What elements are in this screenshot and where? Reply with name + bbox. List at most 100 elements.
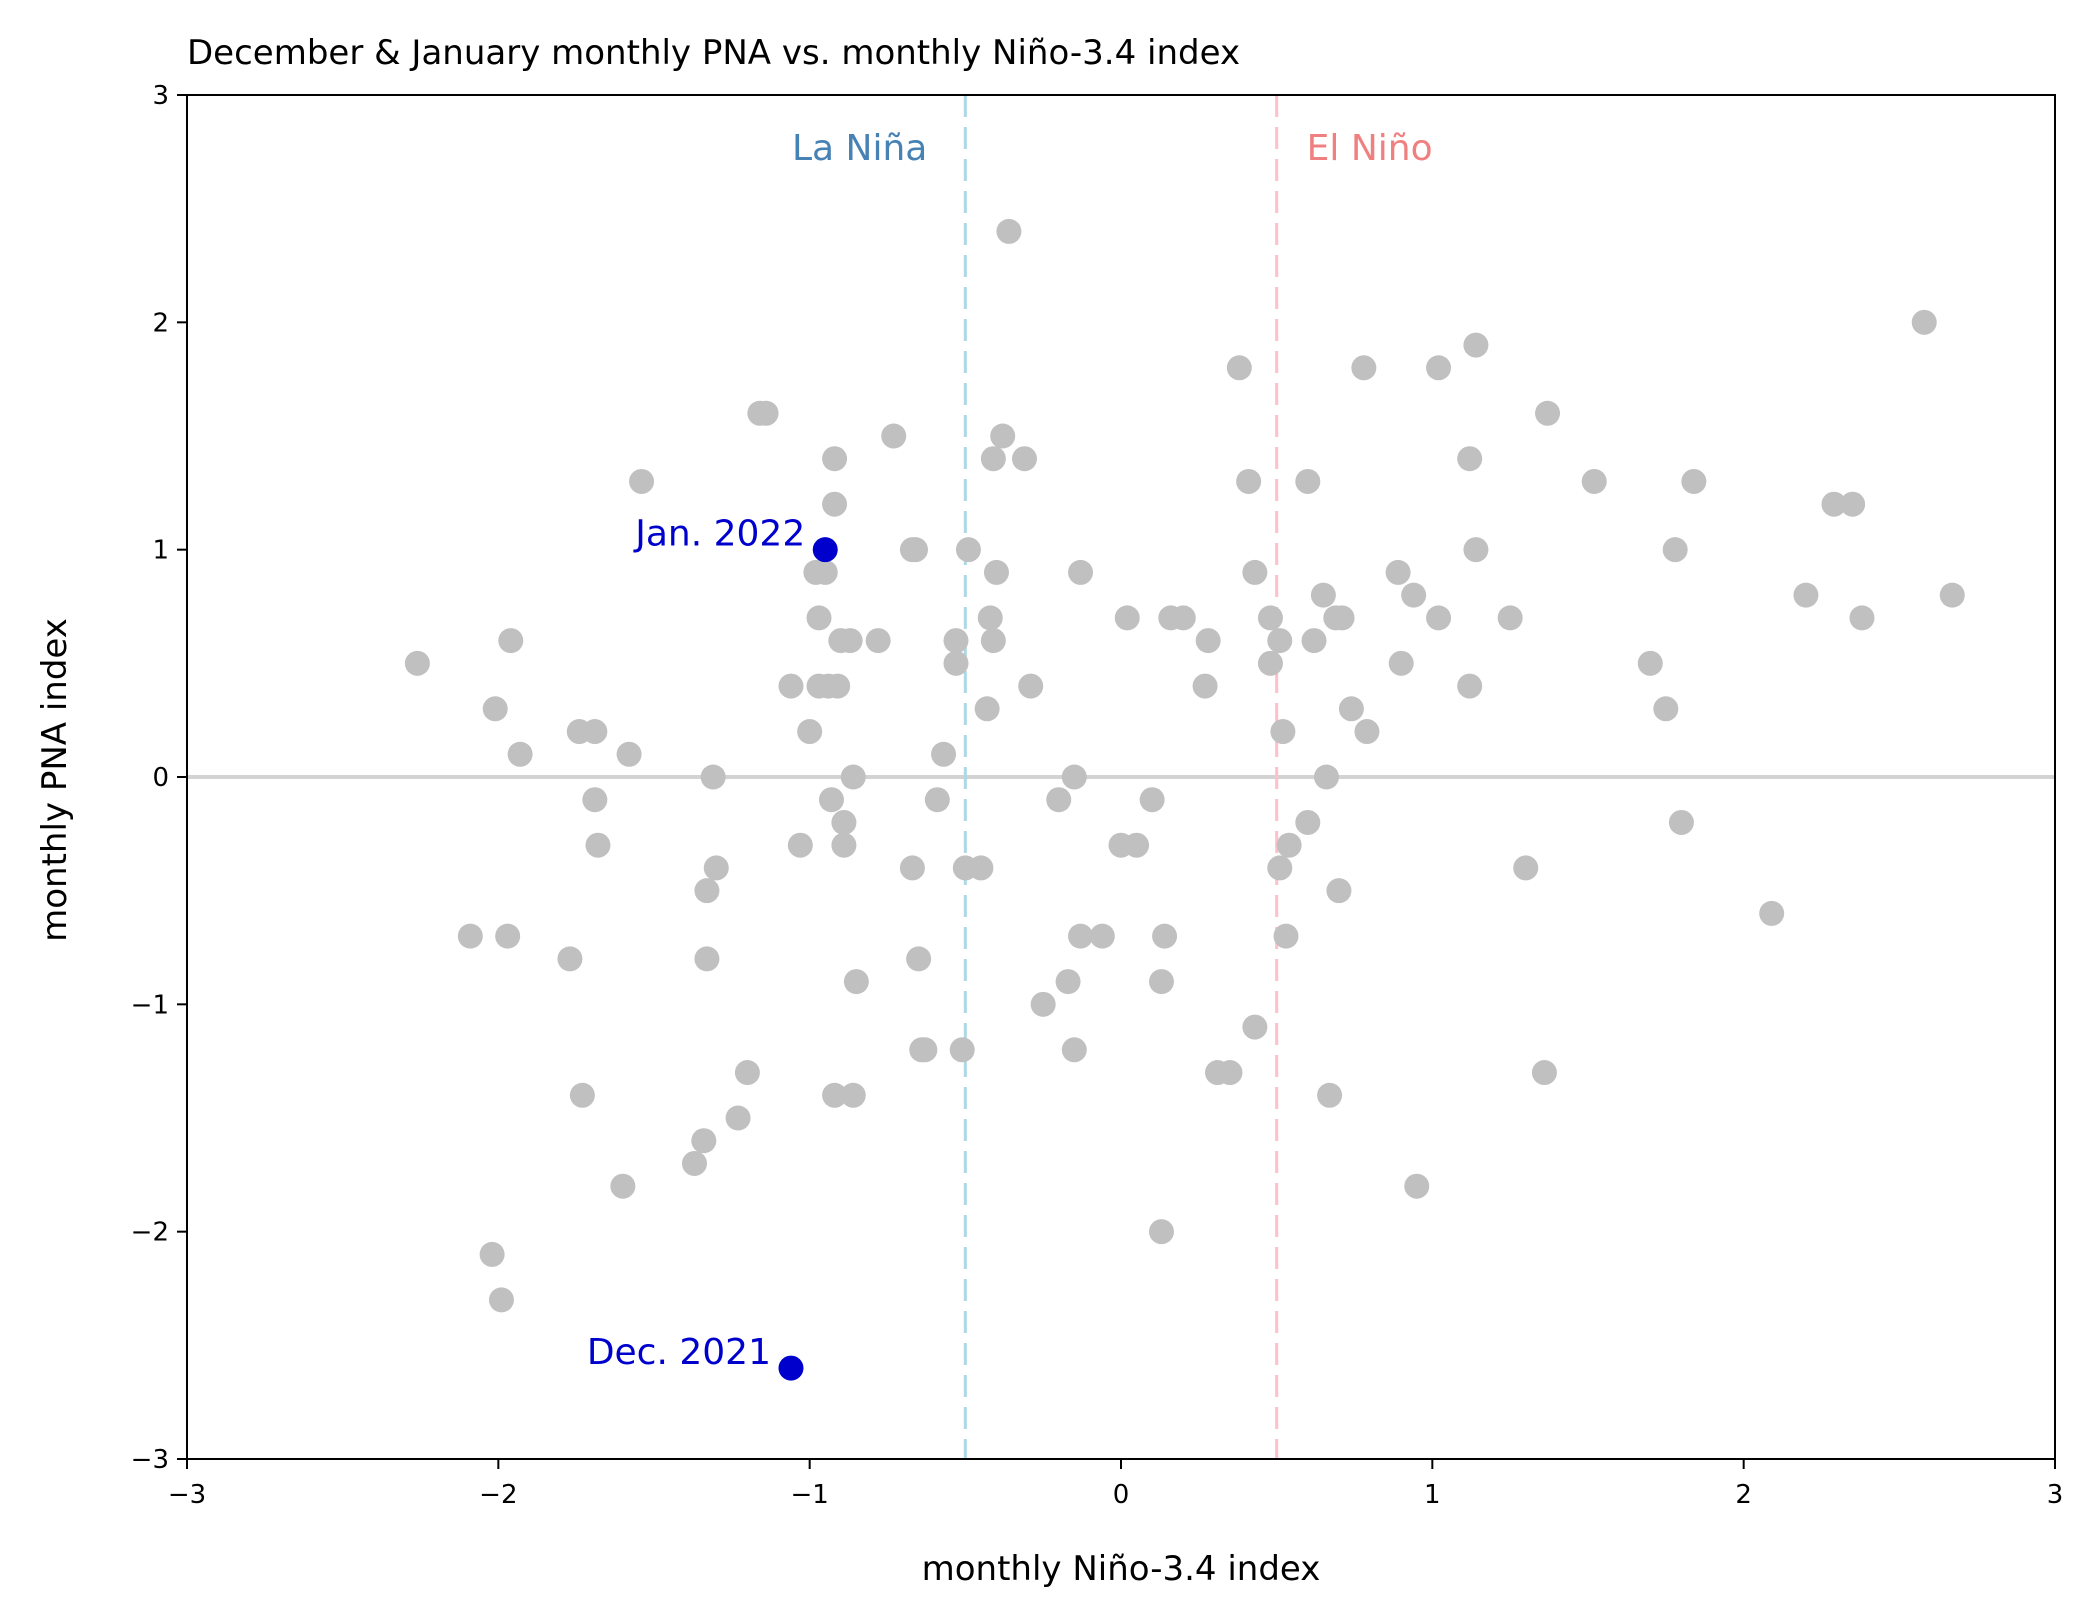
data-point-85 — [1148, 1219, 1174, 1245]
data-point-106 — [1301, 628, 1327, 654]
data-point-117 — [1388, 650, 1414, 676]
data-point-93 — [1226, 355, 1252, 381]
data-point-55 — [924, 787, 950, 813]
data-point-129 — [1535, 400, 1561, 426]
data-point-127 — [1513, 855, 1539, 881]
data-point-139 — [1840, 491, 1866, 517]
data-point-11 — [582, 719, 608, 745]
data-point-45 — [840, 1082, 866, 1108]
data-point-64 — [977, 605, 1003, 631]
data-point-86 — [1152, 923, 1178, 949]
data-point-66 — [980, 446, 1006, 472]
data-point-4 — [488, 1287, 514, 1313]
data-point-20 — [694, 946, 720, 972]
data-point-48 — [881, 423, 907, 449]
data-point-124 — [1463, 537, 1489, 563]
data-point-111 — [1326, 878, 1352, 904]
data-point-63 — [974, 696, 1000, 722]
data-point-107 — [1310, 582, 1336, 608]
data-point-96 — [1242, 1014, 1268, 1040]
data-point-88 — [1170, 605, 1196, 631]
data-point-0 — [404, 650, 430, 676]
data-point-70 — [1011, 446, 1037, 472]
data-point-138 — [1821, 491, 1847, 517]
data-point-140 — [1849, 605, 1875, 631]
x-tick-label-3: 0 — [1113, 1480, 1130, 1510]
data-point-2 — [479, 1241, 505, 1267]
x-axis-label: monthly Niño-3.4 index — [922, 1549, 1321, 1589]
data-point-51 — [903, 537, 929, 563]
data-point-142 — [1939, 582, 1965, 608]
data-point-112 — [1329, 605, 1355, 631]
data-point-97 — [1257, 605, 1283, 631]
data-point-73 — [1046, 787, 1072, 813]
data-point-56 — [931, 741, 957, 767]
data-point-8 — [557, 946, 583, 972]
data-point-26 — [753, 400, 779, 426]
data-point-62 — [968, 855, 994, 881]
data-point-131 — [1637, 650, 1663, 676]
data-point-13 — [585, 832, 611, 858]
y-tick-label-3: 0 — [152, 763, 169, 793]
data-point-101 — [1270, 719, 1296, 745]
data-point-19 — [694, 878, 720, 904]
data-point-126 — [1497, 605, 1523, 631]
data-point-23 — [725, 1105, 751, 1131]
data-point-47 — [865, 628, 891, 654]
data-point-3 — [482, 696, 508, 722]
y-tick-label-2: −1 — [131, 990, 169, 1020]
data-point-5 — [495, 923, 521, 949]
chart-title: December & January monthly PNA vs. month… — [187, 33, 1240, 73]
data-point-105 — [1295, 468, 1321, 494]
data-point-81 — [1114, 605, 1140, 631]
data-point-135 — [1681, 468, 1707, 494]
data-point-52 — [906, 946, 932, 972]
data-point-79 — [1089, 923, 1115, 949]
data-point-58 — [943, 628, 969, 654]
x-tick-label-6: 3 — [2047, 1480, 2064, 1510]
data-point-28 — [787, 832, 813, 858]
data-point-27 — [778, 673, 804, 699]
data-point-61 — [955, 537, 981, 563]
data-point-120 — [1426, 605, 1452, 631]
highlighted-point-0 — [812, 537, 838, 563]
data-point-22 — [703, 855, 729, 881]
data-point-137 — [1793, 582, 1819, 608]
data-point-115 — [1354, 719, 1380, 745]
data-point-78 — [1068, 559, 1094, 585]
data-point-130 — [1581, 468, 1607, 494]
data-point-89 — [1192, 673, 1218, 699]
data-point-94 — [1236, 468, 1262, 494]
data-point-6 — [498, 628, 524, 654]
data-point-18 — [691, 1128, 717, 1154]
y-tick-label-6: 3 — [152, 81, 169, 111]
data-point-36 — [822, 446, 848, 472]
data-point-54 — [912, 1037, 938, 1063]
data-point-134 — [1668, 809, 1694, 835]
data-point-29 — [797, 719, 823, 745]
data-point-74 — [1055, 969, 1081, 995]
data-point-72 — [1030, 991, 1056, 1017]
data-point-102 — [1273, 923, 1299, 949]
data-point-75 — [1061, 1037, 1087, 1063]
data-point-68 — [990, 423, 1016, 449]
data-point-39 — [825, 673, 851, 699]
x-tick-label-0: −3 — [168, 1480, 206, 1510]
data-point-43 — [837, 628, 863, 654]
data-point-114 — [1351, 355, 1377, 381]
data-point-57 — [943, 650, 969, 676]
data-point-32 — [806, 605, 832, 631]
data-point-21 — [700, 764, 726, 790]
data-point-69 — [996, 218, 1022, 244]
data-point-84 — [1148, 969, 1174, 995]
data-point-77 — [1068, 923, 1094, 949]
data-point-59 — [949, 1037, 975, 1063]
data-point-44 — [840, 764, 866, 790]
data-point-35 — [818, 787, 844, 813]
data-point-128 — [1531, 1060, 1557, 1086]
data-point-82 — [1124, 832, 1150, 858]
data-point-76 — [1061, 764, 1087, 790]
data-point-136 — [1759, 900, 1785, 926]
data-point-125 — [1463, 332, 1489, 358]
